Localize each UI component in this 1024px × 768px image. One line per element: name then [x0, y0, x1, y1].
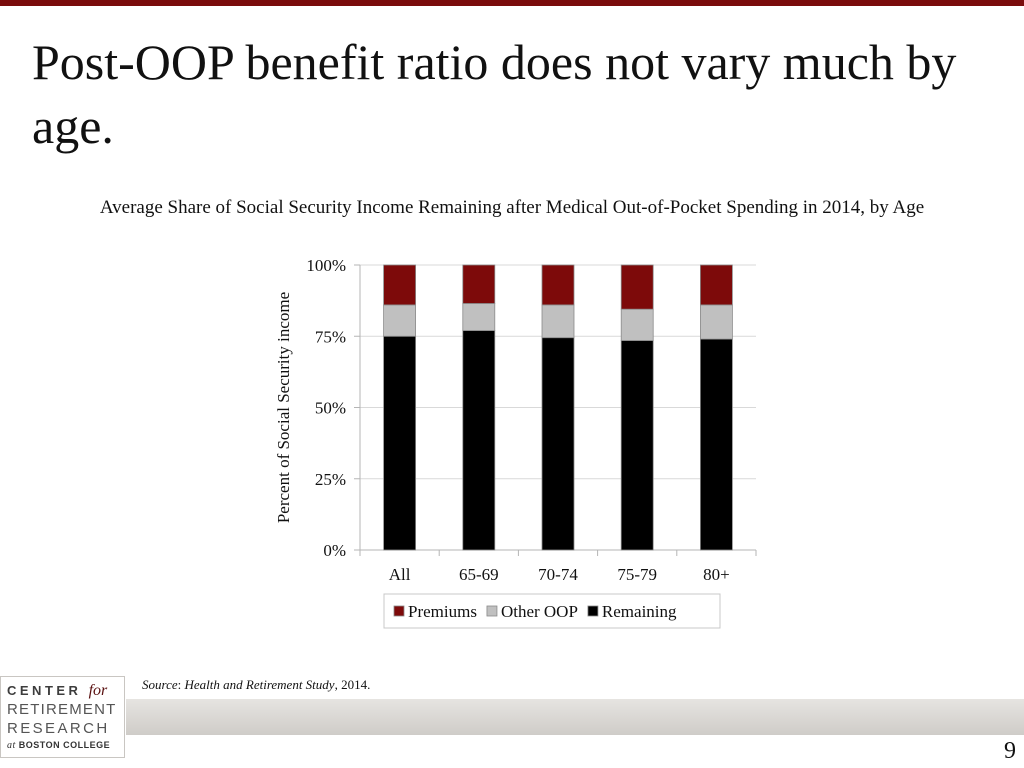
bar-remaining	[383, 335, 417, 551]
legend-box	[383, 593, 721, 629]
legend-swatch-premiums	[393, 605, 405, 617]
footer-band	[126, 699, 1024, 735]
y-tick-label: 75%	[315, 327, 346, 346]
top-accent-bar	[0, 0, 1024, 6]
logo-center: CENTER	[7, 683, 82, 698]
source-study: Health and Retirement Study	[184, 677, 335, 692]
bar-remaining	[541, 337, 575, 551]
source-label: Source	[142, 677, 178, 692]
x-tick-label: 75-79	[617, 565, 657, 584]
y-axis-label: Percent of Social Security income	[274, 292, 293, 523]
logo-line-4: at BOSTON COLLEGE	[7, 740, 110, 751]
x-tick-label: 70-74	[538, 565, 578, 584]
source-year: , 2014.	[334, 677, 371, 692]
source-separator: :	[177, 677, 185, 692]
slide-title: Post-OOP benefit ratio does not vary muc…	[32, 34, 957, 154]
bar-other-oop	[620, 308, 654, 341]
bar-other-oop	[462, 303, 496, 331]
legend-swatch-remaining	[587, 605, 599, 617]
bar-remaining	[620, 340, 654, 551]
bar-premiums	[462, 264, 496, 304]
y-tick-label: 0%	[323, 541, 346, 560]
y-tick-label: 50%	[315, 399, 346, 418]
bar-premiums	[541, 264, 575, 306]
legend-label: Other OOP	[501, 602, 578, 621]
legend-swatch-other-oop	[486, 605, 498, 617]
bar-remaining	[700, 338, 733, 551]
bar-other-oop	[383, 304, 417, 337]
logo-line-1: CENTER for	[7, 682, 107, 700]
logo-line-2: RETIREMENT	[7, 701, 117, 718]
bar-premiums	[700, 264, 733, 306]
bar-remaining	[462, 330, 496, 551]
y-tick-label: 100%	[306, 256, 346, 275]
x-tick-label: 65-69	[459, 565, 499, 584]
bar-other-oop	[700, 304, 733, 340]
logo-line-3: RESEARCH	[7, 720, 110, 737]
logo-at: at	[7, 740, 16, 751]
x-tick-label: 80+	[703, 565, 730, 584]
y-tick-label: 25%	[315, 470, 346, 489]
logo-boston-college: BOSTON COLLEGE	[18, 740, 111, 750]
page-number: 9	[1004, 738, 1016, 764]
x-tick-label: All	[389, 565, 411, 584]
bar-other-oop	[541, 304, 575, 339]
chart-title: Average Share of Social Security Income …	[99, 197, 925, 218]
center-for-retirement-research-logo: CENTER for RETIREMENT RESEARCH at BOSTON…	[0, 676, 125, 758]
source-note: Source: Health and Retirement Study, 201…	[142, 677, 370, 693]
bar-premiums	[620, 264, 654, 310]
legend-label: Premiums	[408, 602, 477, 621]
bar-premiums	[383, 264, 417, 306]
logo-for: for	[88, 682, 108, 699]
legend-label: Remaining	[602, 602, 677, 621]
